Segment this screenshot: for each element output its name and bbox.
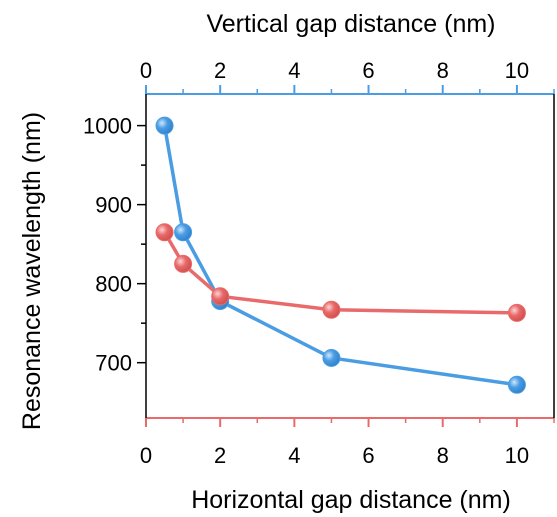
top-tick-label: 4 bbox=[288, 58, 300, 83]
series-group bbox=[155, 116, 526, 394]
data-point-top bbox=[174, 223, 193, 242]
data-point-bottom bbox=[155, 223, 174, 242]
top-tick-label: 10 bbox=[505, 58, 529, 83]
y-tick-label: 800 bbox=[95, 272, 132, 297]
top-axis-title: Vertical gap distance (nm) bbox=[206, 10, 495, 38]
y-axis-title: Resonance wavelength (nm) bbox=[18, 112, 46, 430]
bottom-tick-label: 4 bbox=[288, 443, 300, 468]
data-point-bottom bbox=[174, 254, 193, 273]
y-tick-label: 900 bbox=[95, 193, 132, 218]
series-line-top bbox=[162, 125, 518, 387]
data-point-bottom bbox=[507, 303, 526, 322]
bottom-tick-label: 10 bbox=[505, 443, 529, 468]
top-tick-label: 6 bbox=[362, 58, 374, 83]
top-tick-label: 2 bbox=[214, 58, 226, 83]
bottom-tick-label: 6 bbox=[362, 443, 374, 468]
data-point-top bbox=[322, 348, 341, 367]
top-tick-label: 0 bbox=[140, 58, 152, 83]
top-tick-label: 8 bbox=[437, 58, 449, 83]
bottom-tick-label: 0 bbox=[140, 443, 152, 468]
y-tick-label: 700 bbox=[95, 351, 132, 376]
data-point-top bbox=[155, 116, 174, 135]
y-tick-label: 1000 bbox=[83, 114, 132, 139]
axes-group: 0 0 2 2 4 4 6 6 8 8 10 10 700 800 900 1000 bbox=[83, 58, 555, 468]
data-point-top bbox=[507, 375, 526, 394]
data-point-bottom bbox=[322, 300, 341, 319]
bottom-tick-label: 2 bbox=[214, 443, 226, 468]
bottom-axis-title: Horizontal gap distance (nm) bbox=[191, 486, 511, 514]
data-point-bottom bbox=[211, 287, 230, 306]
labels-group: Vertical gap distance (nm) Horizontal ga… bbox=[18, 10, 511, 514]
bottom-tick-label: 8 bbox=[437, 443, 449, 468]
